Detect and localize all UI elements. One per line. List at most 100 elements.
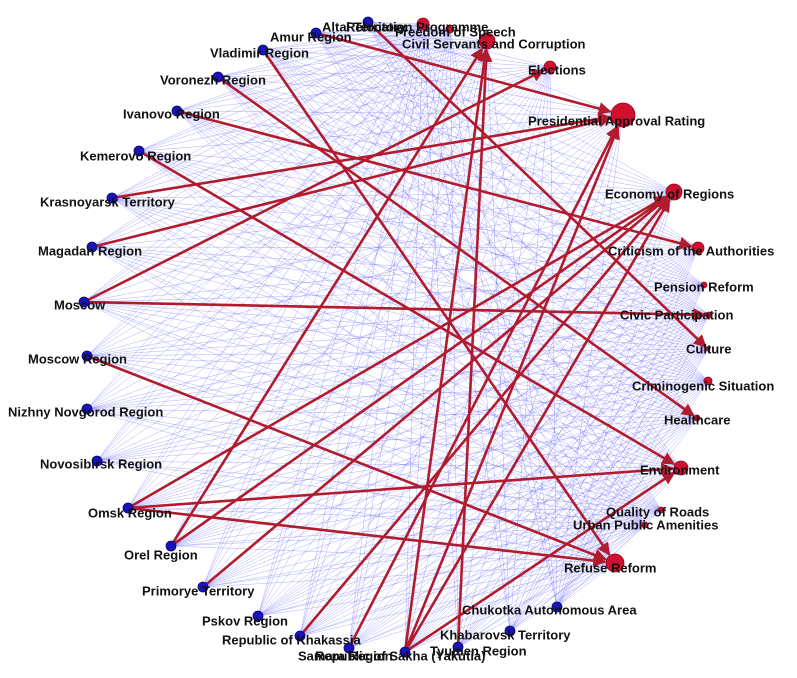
edge [86,114,624,357]
edge [202,114,624,588]
topic-node [610,102,636,128]
topic-node [691,241,705,255]
edge [83,301,698,419]
edge [127,114,624,509]
edge [86,247,699,410]
arrow-edge [347,125,619,649]
node-label: Environment [640,462,720,477]
edge [262,23,424,51]
node-label: Nizhny Novgorod Region [8,404,163,419]
node-label: Civil Servants and Corruption [402,36,586,51]
edge [262,49,624,116]
edge [111,197,699,249]
region-node [81,350,93,362]
edge [138,150,709,350]
edge [127,23,424,509]
edge [404,314,710,653]
edge [299,509,662,637]
edge [257,114,624,617]
edge [86,408,662,511]
edge [86,40,488,410]
edge [217,76,616,564]
edge [257,28,451,617]
arrow-edge [299,197,670,637]
edge [138,150,616,564]
node-label: Magadan Region [38,243,142,258]
edge [262,49,662,511]
edge [86,408,698,419]
region-node [452,641,464,653]
edge [217,28,451,78]
topic-node [705,346,711,352]
edge [170,380,709,547]
edge [348,417,698,649]
edge [457,348,709,648]
edge [315,32,488,42]
node-label: Voronezh Region [160,72,266,87]
edge [404,28,451,653]
arrow-edge [367,21,707,348]
edge [404,509,662,653]
node-label: Republic of Khakassia [222,632,361,647]
node-label: Khabarovsk Territory [440,627,571,642]
edge [176,40,488,112]
edge [217,76,646,526]
edge [111,197,662,511]
edge [86,66,551,357]
edge [111,28,451,199]
edge [86,28,451,357]
edge [96,23,424,462]
edge [86,191,675,357]
node-label: Elections [528,62,586,77]
arrow-edge [127,195,668,510]
node-label: Moscow Region [28,351,127,366]
edge [127,284,705,509]
edge [457,284,705,648]
edge [299,66,551,637]
edge [83,28,451,303]
edge [299,40,488,637]
region-node [106,192,118,204]
edge [556,284,705,608]
node-label: Civic Participation [620,307,733,322]
edge [367,21,698,419]
edge [86,408,682,469]
edge [367,21,451,30]
arrow-edge [138,149,676,466]
region-node [362,16,374,28]
region-node [86,241,98,253]
edge [86,355,682,469]
edge [83,191,675,303]
edge [96,28,451,462]
edge [262,49,698,419]
edge [299,524,646,637]
edge [367,21,675,193]
edge [367,21,705,286]
edge [257,314,710,617]
edge [299,114,624,637]
topic-node [665,183,683,201]
edge [91,66,551,248]
edge [86,408,616,564]
region-node [294,630,306,642]
edge [170,509,662,547]
edge [348,28,451,649]
region-node [197,581,209,593]
arrow-edge [169,47,484,547]
edge [176,110,616,564]
edge [315,32,699,249]
arrow-edge [403,48,491,653]
nodes [78,16,713,658]
node-label: Healthcare [664,412,730,427]
edge [315,32,709,350]
region-node [551,601,563,613]
region-node [343,642,355,654]
node-label: Samara Region [298,648,393,663]
edge [509,114,624,632]
edge [127,28,451,509]
edge [96,191,675,462]
edge [170,467,682,547]
node-label: Tyumen Region [430,643,527,658]
arrow-edge [176,109,693,250]
edge [170,348,709,547]
